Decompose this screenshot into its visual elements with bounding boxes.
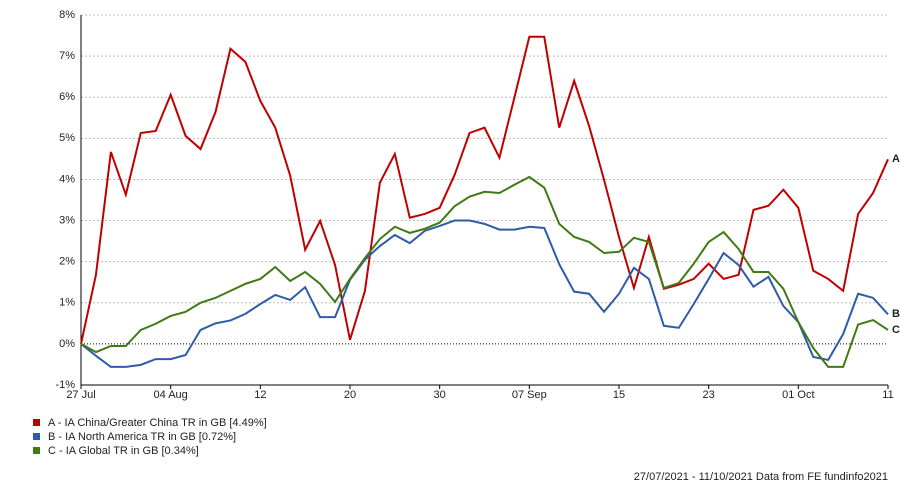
y-tick-label: 5% (59, 132, 75, 144)
legend-label: A - IA China/Greater China TR in GB [4.4… (48, 417, 267, 429)
x-tick-label: 01 Oct (782, 389, 814, 401)
x-tick-label: 30 (434, 389, 446, 401)
end-label: A (892, 153, 900, 165)
y-tick-label: -1% (55, 379, 75, 391)
series-line (80, 175, 889, 368)
y-tick-label: 8% (59, 9, 75, 21)
y-tick-label: 1% (59, 297, 75, 309)
legend-label: B - IA North America TR in GB [0.72%] (48, 431, 236, 443)
series-line (80, 219, 889, 368)
x-tick-label: 07 Sep (512, 389, 547, 401)
legend-swatch (33, 419, 40, 426)
x-tick-label: 20 (344, 389, 356, 401)
y-tick-label: 7% (59, 50, 75, 62)
y-tick-label: 3% (59, 214, 75, 226)
y-tick-label: 4% (59, 173, 75, 185)
legend-swatch (33, 433, 40, 440)
x-tick-label: 11 (882, 389, 893, 401)
x-tick-label: 27 Jul (66, 389, 95, 401)
x-tick-label: 04 Aug (154, 389, 188, 401)
end-label: B (892, 308, 900, 320)
end-label: C (892, 324, 900, 336)
y-tick-label: 2% (59, 256, 75, 268)
series-line (80, 35, 889, 345)
x-tick-label: 15 (613, 389, 625, 401)
y-tick-label: 6% (59, 91, 75, 103)
footer: 27/07/2021 - 11/10/2021 Data from FE fun… (634, 471, 888, 483)
y-tick-label: 0% (59, 338, 75, 350)
x-tick-label: 23 (703, 389, 715, 401)
legend-label: C - IA Global TR in GB [0.34%] (48, 445, 199, 457)
x-tick-label: 12 (254, 389, 266, 401)
legend-swatch (33, 447, 40, 454)
